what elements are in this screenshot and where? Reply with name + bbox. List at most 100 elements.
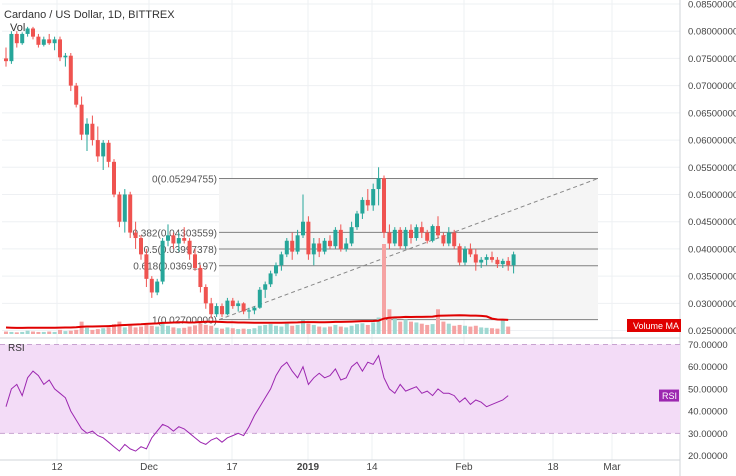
candle-body: [349, 227, 354, 244]
volume-ma-label: Volume MA: [633, 321, 679, 331]
volume-bar: [349, 325, 354, 334]
price-tick-label: 0.05000000: [688, 190, 736, 201]
candle-body: [290, 240, 295, 252]
volume-bar: [112, 324, 116, 334]
candle-body: [166, 235, 170, 241]
volume-bar: [241, 328, 246, 334]
volume-bar: [279, 326, 284, 334]
time-axis[interactable]: 12 Dec 17 2019 14 Feb 18 Mar: [51, 462, 621, 473]
candle-body: [268, 273, 273, 285]
candle-body: [468, 248, 473, 255]
volume-bar: [225, 327, 230, 334]
candle-body: [328, 240, 332, 247]
rsi-pane: RSI: [0, 343, 680, 452]
time-tick-label: Feb: [455, 462, 473, 473]
volume-bar: [74, 329, 79, 334]
volume-bar: [419, 323, 424, 334]
volume-bar: [128, 325, 133, 334]
candle-body: [446, 232, 451, 244]
volume-bar: [392, 317, 397, 334]
rsi-line: [5, 354, 509, 452]
volume-bar: [214, 327, 219, 334]
candle-body: [463, 248, 467, 263]
volume-bar: [311, 324, 316, 334]
volume-bar: [484, 327, 489, 334]
volume-bar: [295, 324, 300, 334]
price-tick-label: 0.06500000: [688, 108, 736, 119]
candle-body: [306, 221, 311, 255]
volume-bar: [257, 325, 262, 334]
candle-body: [473, 254, 478, 263]
volume-bar: [106, 327, 111, 334]
volume-ma-tag: [627, 319, 681, 332]
candle-body: [247, 310, 251, 312]
candle-body: [263, 284, 268, 290]
volume-bar: [20, 331, 25, 334]
volume-bar: [117, 321, 122, 334]
candle-body: [133, 232, 138, 239]
candle-body: [333, 229, 338, 247]
candle-body: [419, 227, 424, 233]
volume-bar: [398, 321, 403, 334]
volume-bar: [479, 327, 484, 334]
volume-bar: [149, 325, 154, 334]
volume-bar: [203, 324, 208, 334]
candle-body: [479, 259, 484, 263]
volume-bar: [414, 322, 419, 334]
candle-body: [484, 257, 489, 260]
time-tick-label: 12: [51, 462, 63, 473]
candle-body: [74, 85, 79, 105]
volume-bar: [252, 328, 257, 334]
candle-body: [203, 287, 208, 304]
candle-body: [209, 303, 214, 315]
volume-bar: [322, 327, 327, 334]
volume-bar: [403, 319, 408, 334]
candle-body: [452, 232, 457, 247]
volume-bar: [290, 325, 295, 334]
volume-bar: [263, 324, 268, 334]
candle-body: [214, 306, 219, 315]
volume-bar: [268, 324, 273, 334]
candle-body: [95, 140, 100, 157]
volume-bar: [166, 325, 170, 334]
candle-body: [31, 28, 35, 37]
volume-bar: [4, 331, 8, 334]
candle-body: [128, 194, 133, 233]
time-tick-label: 2019: [297, 462, 320, 473]
time-tick-label: 17: [226, 462, 238, 473]
rsi-tick-label: 20.00000: [688, 451, 728, 462]
rsi-tick-label: 70.00000: [688, 340, 728, 351]
candle-body: [382, 178, 386, 233]
volume-bar: [139, 326, 143, 334]
price-tick-label: 0.04000000: [688, 244, 736, 255]
volume-ma-line: [5, 314, 509, 329]
candle-body: [155, 281, 160, 293]
volume-bar: [85, 327, 89, 334]
candle-body: [149, 278, 154, 293]
volume-bar: [430, 324, 435, 334]
fibonacci-retracement[interactable]: 0(0.05294755) 0.382(0.04303559) 0.5(0.0399…: [132, 174, 599, 327]
candle-body: [144, 254, 149, 279]
price-tick-label: 0.06000000: [688, 136, 736, 147]
candle-body: [414, 227, 419, 239]
volume-bars: [4, 244, 511, 334]
volume-bar: [47, 331, 52, 334]
candle-body: [311, 243, 316, 255]
price-tick-label: 0.02500000: [688, 326, 736, 337]
volume-bar: [182, 327, 187, 334]
volume-bar: [230, 328, 235, 334]
volume-bar: [95, 329, 100, 334]
volume-bar: [133, 327, 138, 334]
time-tick-label: 18: [547, 462, 559, 473]
candle-body: [25, 28, 30, 34]
candle-body: [20, 33, 25, 44]
price-axis[interactable]: 0.08500000 0.08000000 0.07500000 0.07000000…: [627, 0, 736, 462]
fib-level-label: 1(0.02700000): [152, 316, 217, 327]
price-tick-label: 0.05500000: [688, 163, 736, 174]
candle-body: [430, 226, 435, 241]
candle-body: [355, 213, 359, 228]
volume-bar: [338, 326, 343, 334]
volume-bar: [387, 309, 392, 334]
price-tick-label: 0.03000000: [688, 299, 736, 310]
